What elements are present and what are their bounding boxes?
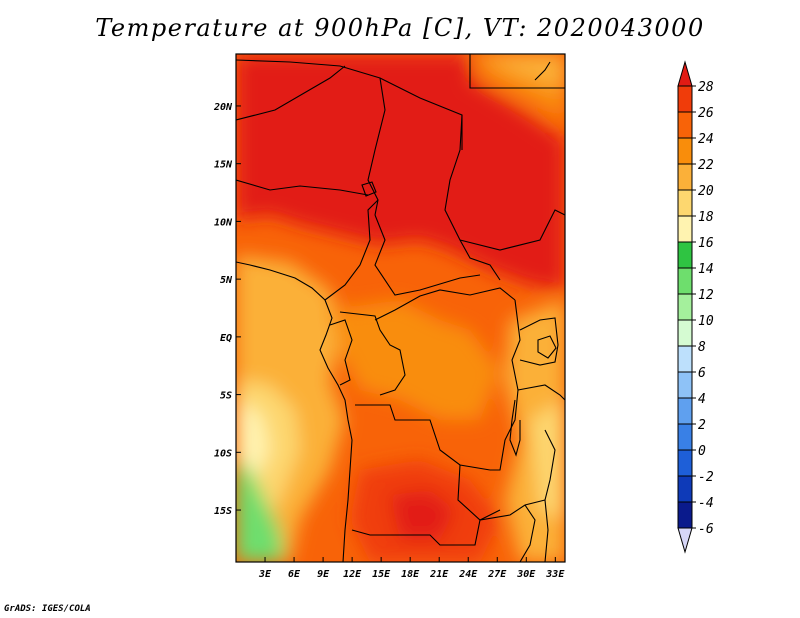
field-22-ne — [480, 54, 565, 90]
colorbar-label: 18 — [698, 210, 714, 225]
x-tick-label: 9E — [317, 569, 330, 580]
border-mozambique — [519, 504, 536, 562]
border-cameroon — [324, 199, 379, 301]
temperature-field — [236, 54, 565, 562]
colorbar-swatch — [677, 371, 693, 399]
colorbar-label: 2 — [698, 418, 706, 433]
colorbar-swatch — [677, 423, 693, 451]
border-sudan-ssudan — [459, 209, 565, 251]
border-tanzania — [517, 384, 565, 401]
border-lake-tanganyika — [509, 399, 521, 457]
colorbar-swatch — [677, 111, 693, 139]
y-tick-label: 15S — [214, 506, 232, 517]
field-22-central — [330, 300, 500, 420]
x-tick-label: 30E — [516, 569, 536, 580]
colorbar-swatch — [677, 475, 693, 503]
border-egypt — [469, 54, 565, 89]
x-tick-label: 12E — [343, 569, 362, 580]
colorbar-top-arrow — [677, 60, 693, 87]
colorbar-swatch — [677, 137, 693, 165]
border-zambia — [457, 464, 546, 521]
border-drc-east — [490, 299, 521, 471]
colorbar-swatch — [677, 267, 693, 295]
border-lake-victoria — [537, 335, 557, 359]
colorbar-swatch — [677, 293, 693, 321]
grads-credit: GrADS: IGES/COLA — [4, 604, 91, 614]
map-title: Temperature at 900hPa [C], VT: 202004300… — [95, 14, 705, 42]
colorbar-swatch — [677, 215, 693, 243]
border-malawi — [544, 429, 556, 562]
colorbar-bottom-arrow — [677, 527, 693, 554]
y-tick-label: EQ — [220, 333, 232, 344]
colorbar-label: 22 — [698, 158, 714, 173]
y-tick-label: 10N — [214, 217, 233, 228]
border-chad-car — [374, 214, 481, 296]
colorbar-swatch — [677, 501, 693, 529]
x-tick-label: 27E — [487, 569, 507, 580]
field-28-north — [236, 54, 565, 290]
colorbar-label: 26 — [698, 106, 714, 121]
x-tick-label: 33E — [545, 569, 565, 580]
border-gabon — [329, 319, 353, 386]
y-tick-label: 10S — [214, 448, 232, 459]
x-tick-label: 6E — [288, 569, 301, 580]
colorbar-label: 6 — [698, 366, 706, 381]
border-niger-nigeria — [236, 179, 369, 196]
colorbar-label: -4 — [698, 496, 714, 511]
colorbar-label: -6 — [698, 522, 714, 537]
colorbar-label: 20 — [698, 184, 714, 199]
colorbar-label: 16 — [698, 236, 714, 251]
colorbar-swatch — [677, 241, 693, 269]
field-20-east — [530, 400, 565, 520]
y-tick-label: 15N — [214, 160, 233, 171]
border-red-sea — [534, 61, 551, 81]
field-18-west — [236, 400, 270, 480]
colorbar-label: -2 — [698, 470, 714, 485]
border-algeria-niger — [236, 65, 346, 121]
colorbar-swatch — [677, 345, 693, 373]
country-borders — [236, 54, 565, 562]
colorbar-label: 0 — [698, 444, 706, 459]
colorbar-swatch — [677, 189, 693, 217]
colorbar-label: 4 — [698, 392, 706, 407]
y-tick-label: 5S — [220, 391, 232, 402]
colorbar-label: 10 — [698, 314, 714, 329]
border-car-drc — [374, 287, 516, 321]
border-chad-sudan — [444, 114, 501, 281]
border-coastline-west — [236, 261, 353, 562]
border-uganda-kenya — [519, 317, 559, 366]
x-tick-label: 15E — [372, 569, 391, 580]
map-frame — [235, 53, 566, 563]
colorbar-label: 12 — [698, 288, 714, 303]
field-28-south — [390, 490, 455, 540]
colorbar-label: 28 — [698, 80, 714, 95]
colorbar-swatch — [677, 85, 693, 113]
colorbar-swatch — [677, 397, 693, 425]
x-tick-label: 3E — [258, 569, 272, 580]
border-congo — [339, 311, 406, 396]
colorbar-swatch — [677, 163, 693, 191]
y-tick-label: 20N — [213, 102, 233, 113]
colorbar-label: 8 — [698, 340, 706, 355]
border-lake-chad — [361, 181, 377, 197]
colorbar-label: 14 — [698, 262, 714, 277]
x-tick-label: 21E — [429, 569, 449, 580]
colorbar-label: 24 — [698, 132, 714, 147]
y-tick-label: 5N — [220, 275, 233, 286]
x-tick-label: 24E — [458, 569, 478, 580]
x-tick-label: 18E — [401, 569, 420, 580]
map-axes: 3E 6E 9E 12E 15E 18E 21E 24E 27E 30E 33E 20N 15N 10N 5… — [213, 102, 565, 580]
field-14-sw — [236, 460, 285, 562]
colorbar-swatch — [677, 319, 693, 347]
border-niger-chad — [367, 77, 386, 216]
colorbar-swatch — [677, 449, 693, 477]
